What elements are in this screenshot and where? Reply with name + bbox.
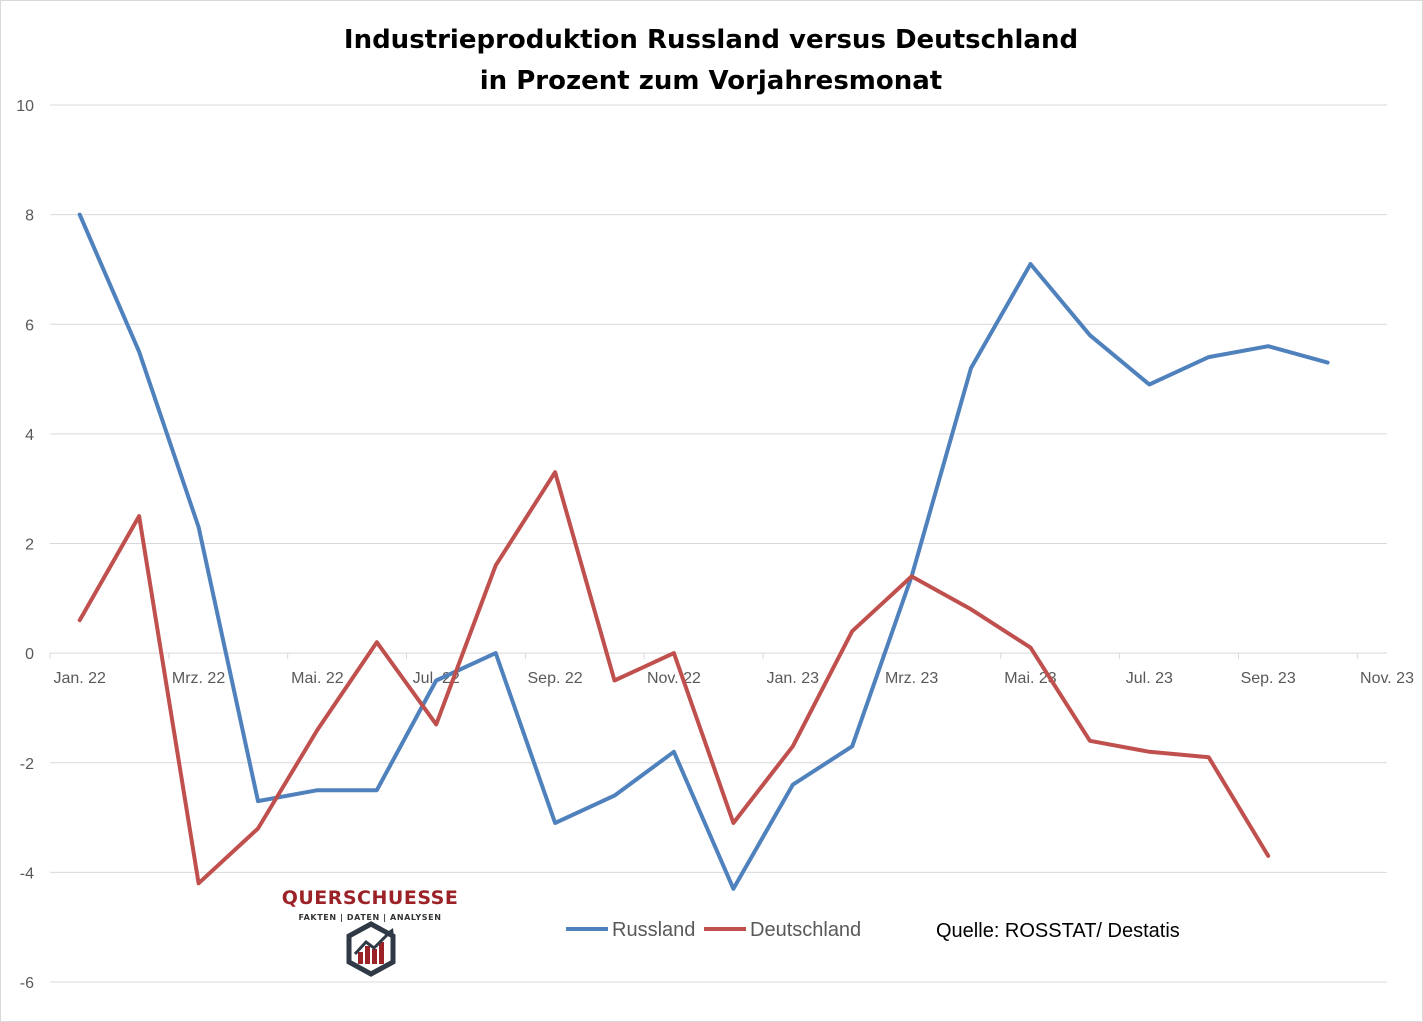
x-axis: Jan. 22 Mrz. 22 Mai. 22 Jul. 22 Sep. 22 Nov. … [49,652,1414,687]
y-tick-label: 2 [25,537,34,554]
legend: Russland Deutschland [566,919,861,941]
chart-title-line1: Industrieproduktion Russland versus Deut… [344,25,1078,55]
logo-chart-icon [346,921,396,977]
x-tick-label: Mai. 23 [1004,670,1057,687]
legend-label-deutschland: Deutschland [750,919,861,941]
gridlines [50,104,1387,983]
y-tick-label: -6 [20,975,34,992]
x-tick-label: Jul. 23 [1126,670,1173,687]
y-axis-ticks: 10 8 6 4 2 0 -2 -4 -6 [16,98,34,992]
x-tick-label: Jan. 22 [53,670,106,687]
legend-label-russland: Russland [612,919,695,941]
y-tick-label: -4 [20,865,34,882]
x-tick-label: Mrz. 23 [885,670,938,687]
y-tick-label: 6 [25,317,34,334]
x-tick-label: Mai. 22 [291,670,344,687]
y-tick-label: 4 [25,427,34,444]
querschuesse-logo: QUERSCHUESSE FAKTEN | DATEN | ANALYSEN [282,887,459,977]
y-tick-label: 0 [25,646,34,663]
logo-tagline: FAKTEN | DATEN | ANALYSEN [298,913,441,922]
x-tick-label: Jan. 23 [767,670,820,687]
x-tick-label: Sep. 23 [1241,670,1296,687]
x-tick-label: Nov. 23 [1360,670,1414,687]
x-tick-label: Mrz. 22 [172,670,225,687]
chart-title-line2: in Prozent zum Vorjahresmonat [480,66,942,96]
logo-wordmark: QUERSCHUESSE [282,887,459,909]
series-line-russland [77,212,1330,891]
y-tick-label: 10 [16,98,34,115]
series-line-deutschland [77,470,1271,886]
x-tick-label: Nov. 22 [647,670,701,687]
series-lines [77,212,1330,891]
source-note: Quelle: ROSSTAT/ Destatis [936,920,1180,942]
x-tick-label: Sep. 22 [528,670,583,687]
y-tick-label: 8 [25,208,34,225]
y-tick-label: -2 [20,756,34,773]
